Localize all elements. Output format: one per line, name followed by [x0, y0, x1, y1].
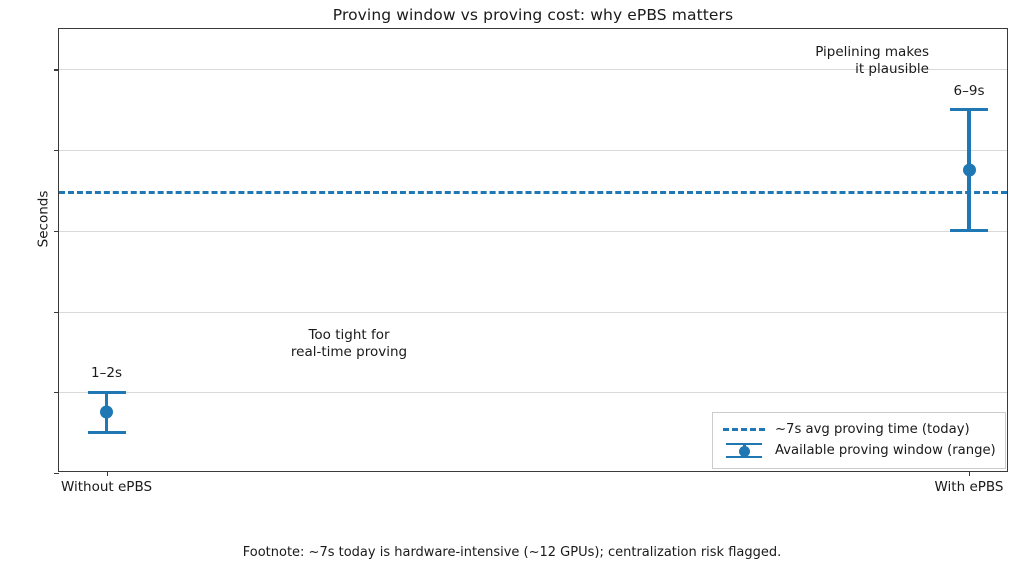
- chart-legend[interactable]: ~7s avg proving time (today) Available p…: [712, 412, 1006, 469]
- x-tick-label-with-epbs: With ePBS: [934, 479, 1004, 495]
- gridline-4: [59, 311, 1007, 313]
- annotation-pipelining: Pipelining makes it plausible: [815, 44, 929, 77]
- gridline-6: [59, 230, 1007, 232]
- dashed-line-icon: [722, 419, 766, 440]
- errorbar-marker: [962, 163, 976, 177]
- y-tick-mark-2: [54, 392, 59, 394]
- chart-title: Proving window vs proving cost: why ePBS…: [332, 6, 734, 24]
- chart-footnote: Footnote: ~7s today is hardware-intensiv…: [242, 545, 782, 560]
- y-tick-mark-8: [54, 150, 59, 152]
- legend-label-avg-proving-time: ~7s avg proving time (today): [775, 422, 970, 437]
- errorbar-point-icon: [722, 440, 766, 461]
- errorbar-value-label-with-epbs: 6–9s: [953, 82, 985, 99]
- errorbar-marker: [100, 405, 113, 419]
- y-tick-mark-10: [54, 69, 59, 71]
- y-axis-label: Seconds: [35, 190, 52, 248]
- errorbar-cap-bottom: [950, 229, 988, 233]
- avg-proving-time-line: [59, 190, 1007, 194]
- gridline-8: [59, 150, 1007, 152]
- y-tick-mark-4: [54, 311, 59, 313]
- errorbar-cap-bottom: [87, 431, 126, 434]
- legend-label-proving-window: Available proving window (range): [775, 443, 996, 458]
- x-tick-mark-without-epbs: [106, 471, 108, 476]
- x-tick-mark-with-epbs: [969, 471, 971, 476]
- gridline-2: [59, 392, 1007, 394]
- annotation-too-tight: Too tight for real-time proving: [290, 327, 408, 360]
- errorbar-cap-top: [87, 391, 126, 394]
- legend-item-avg-proving-time[interactable]: ~7s avg proving time (today): [722, 419, 996, 440]
- errorbar-value-label-without-epbs: 1–2s: [91, 365, 122, 382]
- legend-item-proving-window[interactable]: Available proving window (range): [722, 440, 996, 461]
- errorbar-cap-top: [950, 108, 988, 111]
- y-tick-mark-0: [54, 473, 59, 475]
- y-tick-mark-6: [54, 230, 59, 232]
- plot-area: 10 8 6 4 2 0 Seconds Without ePBS With e…: [35, 28, 1008, 495]
- x-tick-label-without-epbs: Without ePBS: [60, 479, 153, 495]
- gridline-10: [59, 69, 1007, 71]
